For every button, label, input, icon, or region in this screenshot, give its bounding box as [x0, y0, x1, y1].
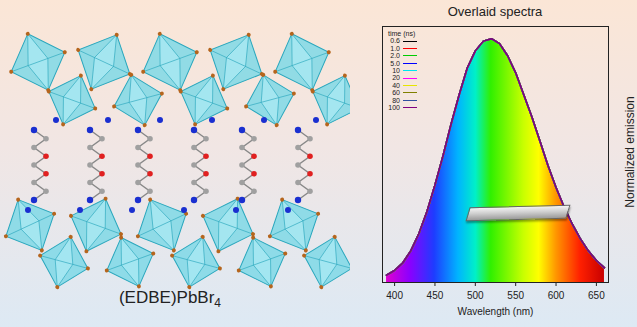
svg-text:400: 400	[386, 290, 403, 301]
html-text:(EDBE)PbBr4: (EDBE)PbBr4	[118, 288, 221, 311]
svg-text:550: 550	[507, 290, 524, 301]
html-text:60: 60	[392, 89, 400, 97]
html-text:10: 10	[392, 67, 400, 74]
html-text:100: 100	[388, 104, 400, 112]
html-text:Normalized emission: Normalized emission	[623, 96, 637, 208]
html-text:1.0: 1.0	[390, 44, 400, 52]
html-text:20: 20	[392, 74, 400, 82]
svg-text:450: 450	[427, 290, 444, 301]
svg-text:600: 600	[548, 290, 565, 301]
html-text:Overlaid spectra: Overlaid spectra	[447, 4, 543, 19]
html-text:80: 80	[392, 96, 400, 104]
html-text:0.6: 0.6	[390, 37, 400, 45]
svg-text:650: 650	[588, 290, 605, 301]
svg-text:Wavelength (nm): Wavelength (nm)	[458, 306, 534, 317]
html-text:2.0: 2.0	[390, 52, 400, 60]
svg-text:500: 500	[467, 290, 484, 301]
html-text:5.0: 5.0	[390, 59, 400, 67]
html-text:time (ns): time (ns)	[388, 30, 416, 37]
html-text:40: 40	[392, 81, 400, 89]
